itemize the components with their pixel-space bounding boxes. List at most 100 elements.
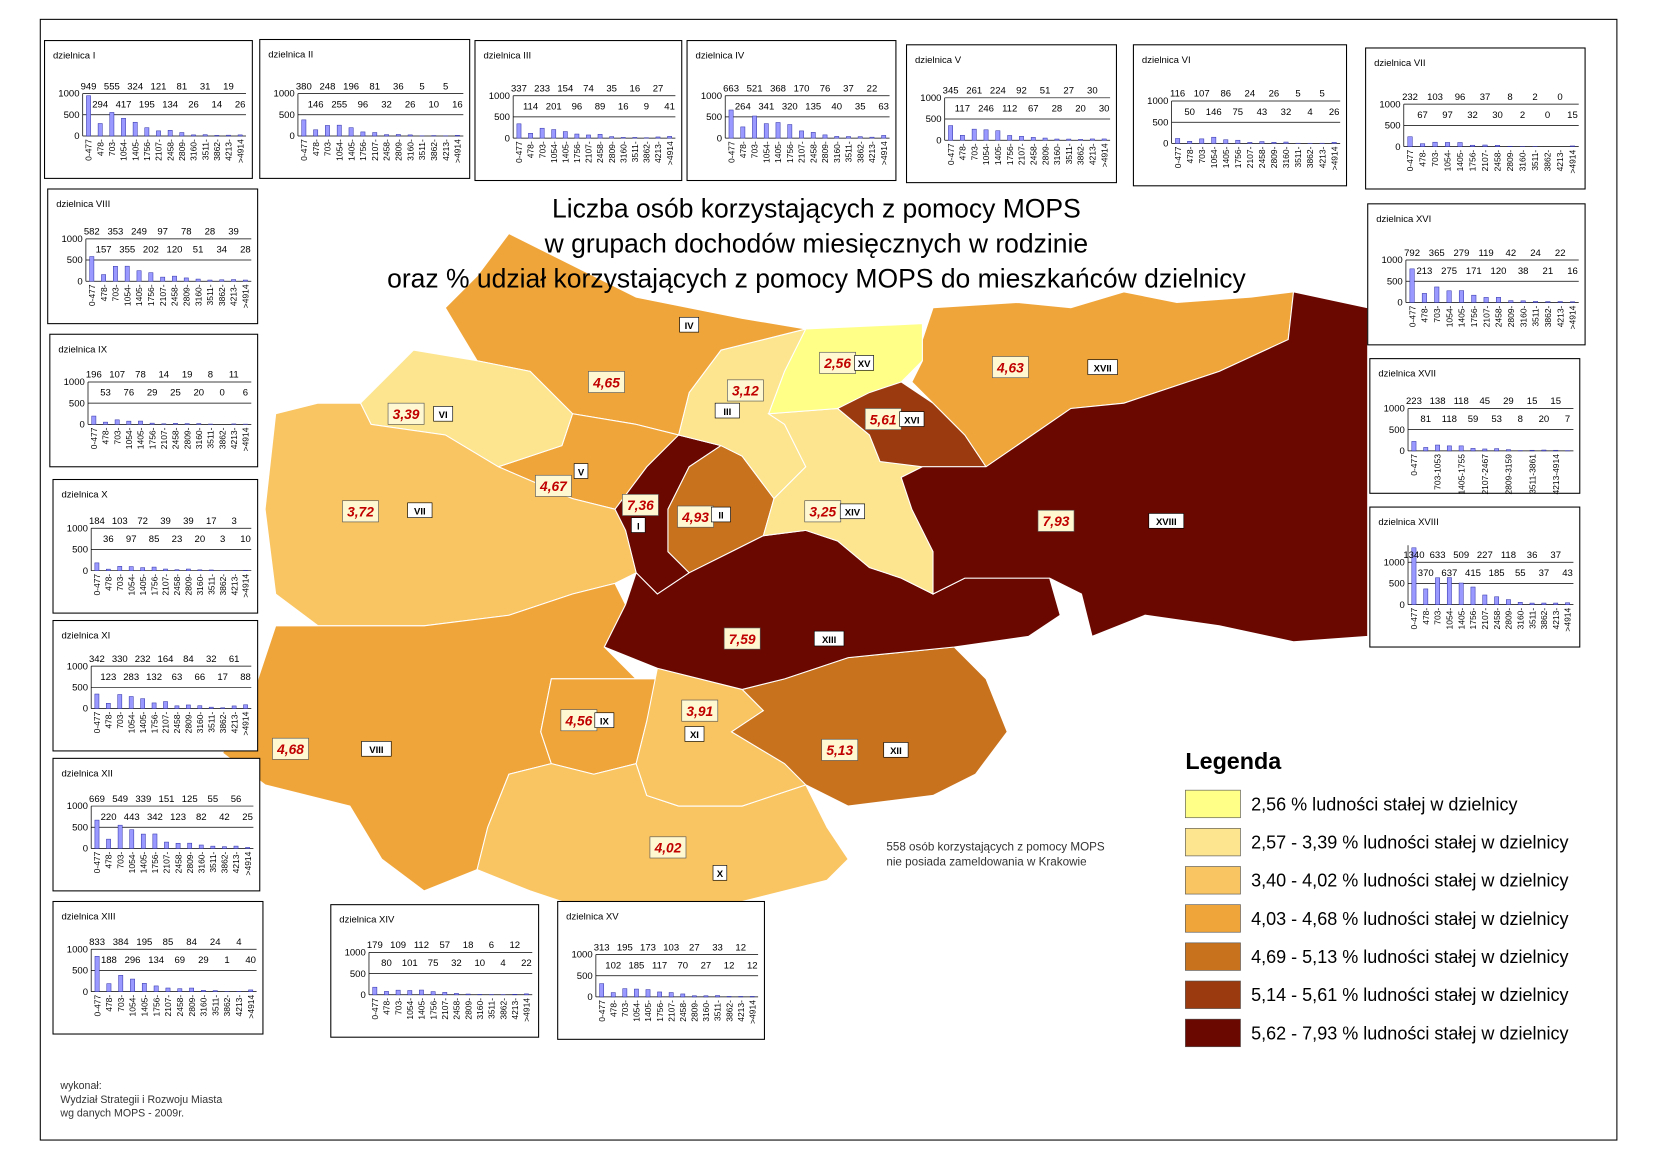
bar [1019, 136, 1023, 140]
bar [443, 992, 447, 994]
value-label: 10 [240, 534, 251, 545]
x-tick-label: >4914 [235, 139, 245, 163]
bar [656, 137, 660, 138]
bar [1410, 269, 1414, 303]
bar [1483, 449, 1487, 451]
bar [1483, 595, 1487, 605]
x-tick-label: 2809- [184, 574, 194, 596]
y-tick-label: 1000 [67, 661, 88, 672]
value-label: 16 [618, 101, 629, 112]
x-tick-label: 2809- [820, 141, 830, 163]
x-tick-label: 478- [95, 139, 105, 156]
x-tick-label: 3511- [1527, 608, 1537, 629]
x-tick-label: 0-477 [597, 1000, 607, 1022]
value-label: 342 [147, 812, 163, 823]
bar [1284, 142, 1288, 143]
x-tick-label: 2107- [370, 139, 380, 161]
district-pct: 3,39 [393, 407, 420, 422]
bar [1521, 301, 1525, 303]
value-label: 146 [1206, 107, 1222, 118]
value-label: 1 [224, 955, 229, 966]
bar [1187, 141, 1191, 143]
y-tick-label: 0 [1395, 142, 1400, 153]
value-label: 26 [188, 99, 199, 110]
value-label: 40 [245, 955, 256, 966]
x-tick-label: 2107- [161, 574, 171, 596]
value-label: 36 [1527, 550, 1538, 561]
value-label: 8 [1518, 414, 1523, 425]
value-label: 202 [143, 245, 159, 256]
value-label: 196 [343, 81, 359, 92]
small-chart: dzielnica XVIII0500100013400-477370478-6… [1370, 507, 1580, 647]
bar [95, 563, 99, 571]
x-tick-label: 3511- [1530, 150, 1540, 171]
x-tick-label: 2809- [1504, 608, 1514, 630]
value-label: 118 [1501, 550, 1516, 561]
value-label: 283 [123, 672, 139, 683]
value-label: 117 [652, 960, 667, 971]
bar [1495, 597, 1499, 605]
value-label: 132 [146, 672, 162, 683]
x-tick-label: 2458- [172, 712, 182, 734]
bar [198, 706, 202, 709]
small-chart: dzielnica XV050010003130-477102478-19570… [558, 901, 765, 1039]
value-label: 7 [1565, 414, 1570, 425]
district-pct: 4,67 [539, 479, 568, 494]
x-tick-label: 4213- [653, 141, 663, 163]
x-tick-label: 703- [111, 284, 121, 301]
x-tick-label: 703- [1432, 305, 1442, 322]
value-label: 30 [1087, 86, 1098, 97]
district-id: XI [690, 730, 699, 741]
bar [1470, 145, 1474, 146]
x-tick-label: 2809- [177, 139, 187, 161]
value-label: 17 [206, 516, 217, 527]
bar [823, 135, 827, 138]
value-label: 27 [701, 960, 712, 971]
bar [692, 996, 696, 997]
value-label: 5 [443, 81, 448, 92]
value-label: 185 [628, 960, 644, 971]
x-tick-label: 2107- [584, 141, 594, 163]
x-tick-label: 0-477 [370, 998, 380, 1020]
x-tick-label: 1054- [334, 139, 344, 161]
x-tick-label: 1756- [428, 998, 438, 1020]
value-label: 443 [124, 812, 140, 823]
value-label: 549 [112, 794, 128, 805]
bar [870, 137, 874, 138]
value-label: 34 [216, 245, 227, 256]
chart-title: dzielnica IX [58, 344, 107, 355]
x-tick-label: 1054- [549, 141, 559, 163]
district-pct: 4,68 [276, 742, 304, 757]
bar [1533, 301, 1537, 302]
value-label: 255 [331, 99, 347, 110]
x-tick-label: 478- [104, 851, 114, 868]
value-label: 6 [243, 388, 248, 399]
x-tick-label: 3862- [218, 574, 228, 596]
value-label: 123 [170, 812, 186, 823]
bar [776, 122, 780, 138]
x-tick-label: 1405- [1457, 305, 1467, 327]
y-tick-label: 0 [77, 276, 82, 287]
bar [198, 570, 202, 571]
value-label: 4 [500, 958, 506, 969]
y-tick-label: 0 [1400, 446, 1405, 457]
y-tick-label: 1000 [67, 801, 88, 812]
bar [1459, 291, 1463, 303]
value-label: 2 [1520, 110, 1525, 121]
value-label: 296 [125, 955, 141, 966]
value-label: 39 [160, 516, 171, 527]
value-label: 118 [1442, 414, 1457, 425]
bar [1420, 144, 1424, 147]
district-pct: 4,56 [565, 713, 593, 728]
bar [1546, 302, 1550, 303]
x-tick-label: 0-477 [1409, 454, 1419, 476]
y-tick-label: 0 [587, 992, 592, 1003]
x-tick-label: 1405- [773, 141, 783, 163]
value-label: 84 [183, 654, 194, 665]
district-pct: 7,36 [627, 498, 654, 513]
x-tick-label: >4914 [1563, 608, 1573, 632]
x-tick-label: 3511- [210, 995, 220, 1016]
value-label: 21 [1543, 266, 1554, 277]
x-tick-label: 703- [537, 141, 547, 158]
x-tick-label: 3511- [205, 284, 215, 305]
